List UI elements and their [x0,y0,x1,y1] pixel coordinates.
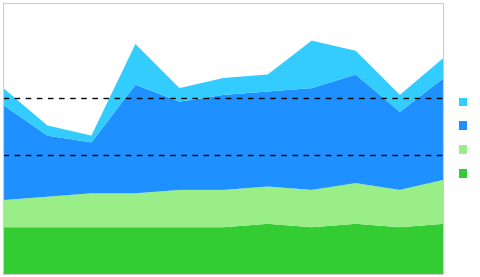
Legend: , , , : , , , [459,96,479,181]
